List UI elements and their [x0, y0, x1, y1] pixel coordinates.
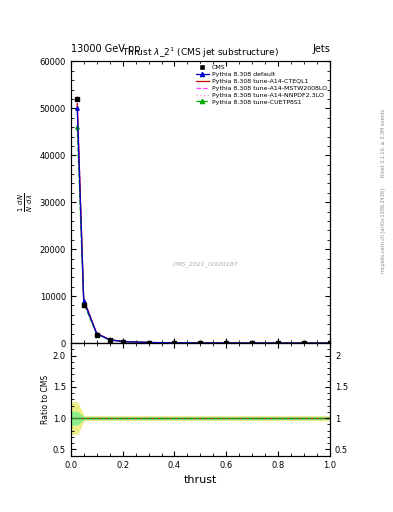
Text: CMS_2021_I1920187: CMS_2021_I1920187: [173, 261, 239, 267]
Y-axis label: Ratio to CMS: Ratio to CMS: [41, 375, 50, 424]
X-axis label: thrust: thrust: [184, 475, 217, 485]
Text: mcplots.cern.ch [arXiv:1306.3436]: mcplots.cern.ch [arXiv:1306.3436]: [381, 188, 386, 273]
Title: Thrust $\lambda\_2^1$ (CMS jet substructure): Thrust $\lambda\_2^1$ (CMS jet substruct…: [122, 46, 279, 60]
Text: 13000 GeV pp: 13000 GeV pp: [71, 44, 140, 54]
Text: Rivet 3.1.10, ≥ 3.3M events: Rivet 3.1.10, ≥ 3.3M events: [381, 109, 386, 178]
Y-axis label: $\frac{1}{N}\,\frac{dN}{d\lambda}$: $\frac{1}{N}\,\frac{dN}{d\lambda}$: [17, 193, 35, 212]
Text: Jets: Jets: [312, 44, 330, 54]
Legend: CMS, Pythia 8.308 default, Pythia 8.308 tune-A14-CTEQL1, Pythia 8.308 tune-A14-M: CMS, Pythia 8.308 default, Pythia 8.308 …: [195, 63, 328, 106]
